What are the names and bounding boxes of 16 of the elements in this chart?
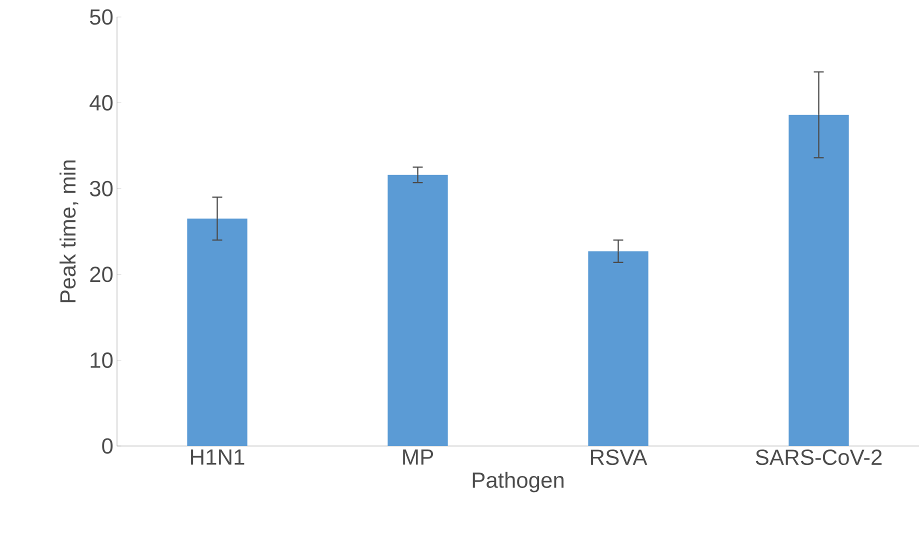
x-axis-title: Pathogen (472, 472, 564, 492)
x-tick-label: H1N1 (191, 450, 244, 465)
y-tick-label: 30 (90, 180, 113, 196)
x-tick-label: RSVA (591, 450, 648, 466)
bar (588, 251, 648, 446)
bar (187, 218, 248, 446)
x-tick-label: MP (403, 450, 434, 465)
y-tick-label: 0 (102, 438, 113, 454)
y-tick-label: 10 (90, 352, 113, 368)
y-tick-label: 20 (90, 266, 113, 282)
y-axis-title: Peak time, min (60, 160, 78, 302)
y-tick-label: 50 (90, 9, 113, 25)
bar (388, 174, 448, 446)
x-tick-label: SARS-CoV-2 (756, 450, 882, 466)
bar (788, 114, 849, 446)
y-tick-label: 40 (90, 95, 113, 111)
